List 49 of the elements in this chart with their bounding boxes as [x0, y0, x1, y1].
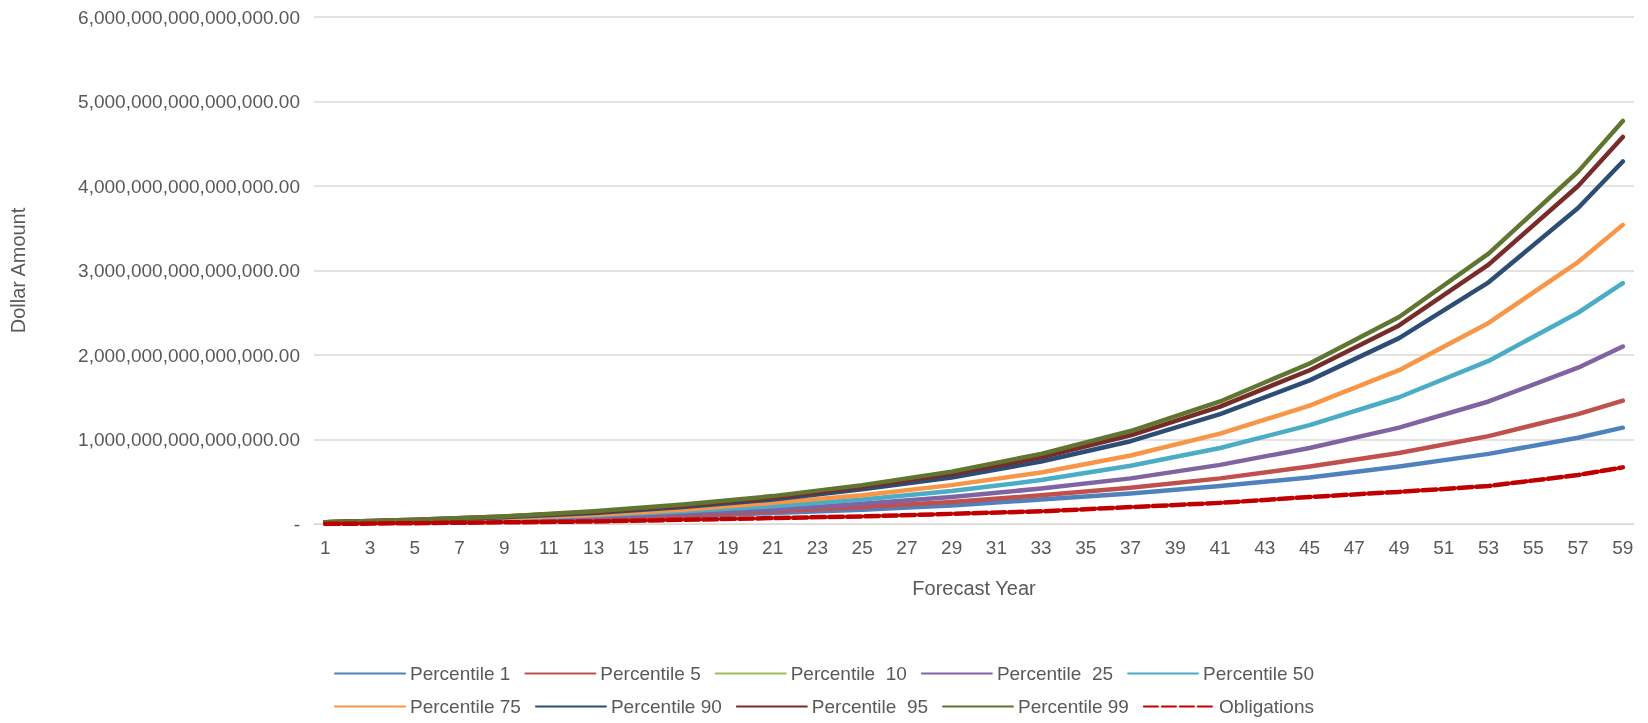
legend-label: Percentile 99	[1018, 696, 1129, 717]
legend-label: Percentile 10	[790, 663, 907, 684]
x-tick-label: 11	[539, 537, 559, 558]
y-tick-label: -	[293, 513, 300, 535]
x-tick-label: 43	[1254, 537, 1276, 558]
legend-label: Percentile 95	[811, 696, 929, 717]
x-tick-label: 25	[851, 537, 873, 558]
x-tick-label: 29	[941, 537, 963, 558]
y-tick-label: 4,000,000,000,000,000.00	[78, 175, 300, 197]
x-tick-label: 59	[1612, 537, 1634, 558]
x-tick-label: 57	[1567, 537, 1589, 558]
x-tick-label: 3	[364, 537, 376, 558]
x-tick-label: 13	[583, 537, 605, 558]
x-tick-label: 45	[1299, 537, 1321, 558]
x-axis-title: Forecast Year	[912, 577, 1037, 599]
y-tick-label: 5,000,000,000,000,000.00	[78, 91, 300, 112]
y-tick-label: 3,000,000,000,000,000.00	[78, 260, 300, 281]
y-tick-label: 2,000,000,000,000,000.00	[78, 344, 300, 366]
x-tick-label: 47	[1343, 537, 1365, 558]
legend-label: Percentile 50	[1203, 663, 1314, 684]
x-tick-label: 33	[1030, 537, 1052, 558]
legend-label: Percentile 90	[610, 696, 722, 717]
x-tick-label: 21	[762, 537, 784, 558]
x-tick-label: 23	[806, 537, 828, 558]
x-tick-label: 5	[409, 537, 420, 558]
x-tick-label: 15	[627, 537, 649, 558]
legend-label: Percentile 25	[996, 663, 1114, 684]
y-tick-label: 1,000,000,000,000,000.00	[78, 429, 300, 450]
x-tick-label: 1	[319, 537, 331, 558]
x-tick-label: 19	[717, 537, 739, 558]
x-tick-label: 7	[454, 537, 465, 558]
x-tick-label: 27	[896, 537, 918, 558]
x-tick-label: 31	[985, 537, 1007, 558]
legend-label: Percentile 5	[600, 663, 701, 684]
x-tick-label: 49	[1388, 537, 1410, 558]
y-axis-title: Dollar Amount	[7, 207, 29, 334]
x-tick-label: 39	[1164, 537, 1186, 558]
x-tick-label: 53	[1478, 537, 1500, 558]
x-tick-label: 17	[672, 537, 694, 558]
legend-label: Obligations	[1218, 696, 1314, 717]
legend-label: Percentile 75	[410, 696, 521, 717]
x-tick-label: 41	[1209, 537, 1231, 558]
x-tick-label: 37	[1120, 537, 1142, 558]
x-tick-label: 55	[1522, 537, 1544, 558]
y-tick-label: 6,000,000,000,000,000.00	[78, 6, 300, 28]
x-tick-label: 35	[1075, 537, 1097, 558]
x-tick-label: 51	[1433, 537, 1455, 558]
x-tick-label: 9	[498, 537, 510, 558]
legend-label: Percentile 1	[410, 663, 511, 684]
